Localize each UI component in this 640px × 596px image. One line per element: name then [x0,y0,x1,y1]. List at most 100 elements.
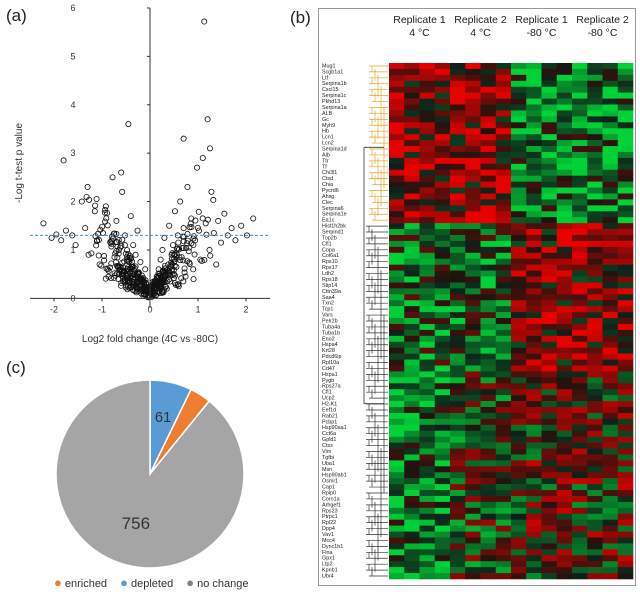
heatmap-cell [511,460,527,467]
data-point [184,230,191,237]
heatmap-cell [617,264,634,271]
heatmap-cell [450,74,466,82]
heatmap-cell [511,555,527,562]
data-point [177,257,184,264]
heatmap-cell [450,395,466,402]
heatmap-cell [465,318,481,325]
heatmap-cell [434,561,451,568]
heatmap-cell [541,252,558,260]
heatmap-cell [587,217,603,224]
heatmap-cell [495,181,512,188]
heatmap-cell [602,383,619,390]
row-label: Kpnb1 [322,568,338,574]
heatmap-cell [587,395,603,402]
heatmap-cell [465,110,481,117]
heatmap-cell [541,199,558,206]
heatmap-cell [389,306,405,313]
data-point [124,271,131,278]
heatmap-cell [602,466,619,473]
heatmap-cell [511,92,527,99]
heatmap-cell [526,561,542,568]
row-label: Pkhd13 [322,99,340,105]
heatmap-cell [556,567,573,574]
heatmap-cell [480,240,497,248]
heatmap-cell [602,537,619,544]
heatmap-cell [450,86,466,93]
row-label: Hist1h2bk [322,224,346,230]
data-point [48,234,55,241]
heatmap-cell [450,140,466,147]
heatmap-cell [404,312,420,319]
heatmap-cell [511,306,527,313]
heatmap-cell [389,549,405,556]
data-point [102,203,109,210]
data-point [95,237,102,244]
data-point [171,259,178,266]
row-label: Ubr4 [322,574,334,580]
heatmap-cell [526,323,542,331]
heatmap-cell [495,442,512,449]
heatmap-cell [617,454,634,461]
legend-depleted-label: depleted [130,578,174,590]
heatmap-cell [434,329,451,337]
row-label: Msn [322,467,332,473]
heatmap-cell [526,235,542,242]
heatmap-cell [587,436,603,443]
heatmap-cell [587,312,603,319]
heatmap-cell [404,169,420,176]
heatmap-cell [587,300,603,307]
heatmap-cell [602,229,619,236]
row-label: Rps10 [322,259,338,265]
heatmap-cell [617,460,634,467]
heatmap-cell [526,217,542,224]
heatmap-cell [617,513,634,520]
heatmap-cell [572,430,588,437]
heatmap-cell [419,418,436,426]
heatmap-cell [404,549,420,556]
data-point [159,267,166,274]
heatmap-cell [526,412,542,420]
heatmap-cell [556,187,573,194]
heatmap-cell [404,495,420,503]
heatmap-cell [434,335,451,343]
heatmap-cell [587,341,603,348]
heatmap-cell [404,424,420,432]
heatmap-cell [450,306,466,313]
heatmap-cell [511,407,527,414]
heatmap-cell [556,74,573,82]
heatmap-cell [572,181,588,188]
heatmap-cell [556,175,573,182]
heatmap-cell [389,371,405,378]
row-label: Ctsd [322,176,333,182]
heatmap-cell [389,252,405,260]
heatmap-cell [602,140,619,147]
heatmap-cell [602,110,619,117]
heatmap-cell [526,490,542,497]
legend-no-change-swatch: ● [186,575,195,590]
data-point [208,188,215,195]
heatmap-cell [526,92,542,99]
heatmap-cell [389,110,405,117]
row-label: Uba1 [322,461,335,467]
heatmap-cell [602,335,619,343]
heatmap-cell [389,436,405,443]
row-label: Cd47 [322,366,335,372]
heatmap-cell [480,169,497,176]
heatmap-cell [541,395,558,402]
row-label: Rab21 [322,413,338,419]
heatmap-cell [602,442,619,449]
heatmap-cell [587,199,603,206]
heatmap-cell [541,335,558,343]
heatmap-cell [526,466,542,473]
heatmap-cell [617,448,634,455]
heatmap-cell [419,68,436,76]
heatmap-cell [495,223,512,230]
heatmap-cell [480,501,497,509]
heatmap-cell [450,181,466,188]
data-point [134,270,141,277]
heatmap-cell [617,134,634,141]
heatmap-cell [572,217,588,224]
heatmap-cell [511,229,527,236]
heatmap-cell [495,74,512,82]
heatmap-cell [404,92,420,99]
